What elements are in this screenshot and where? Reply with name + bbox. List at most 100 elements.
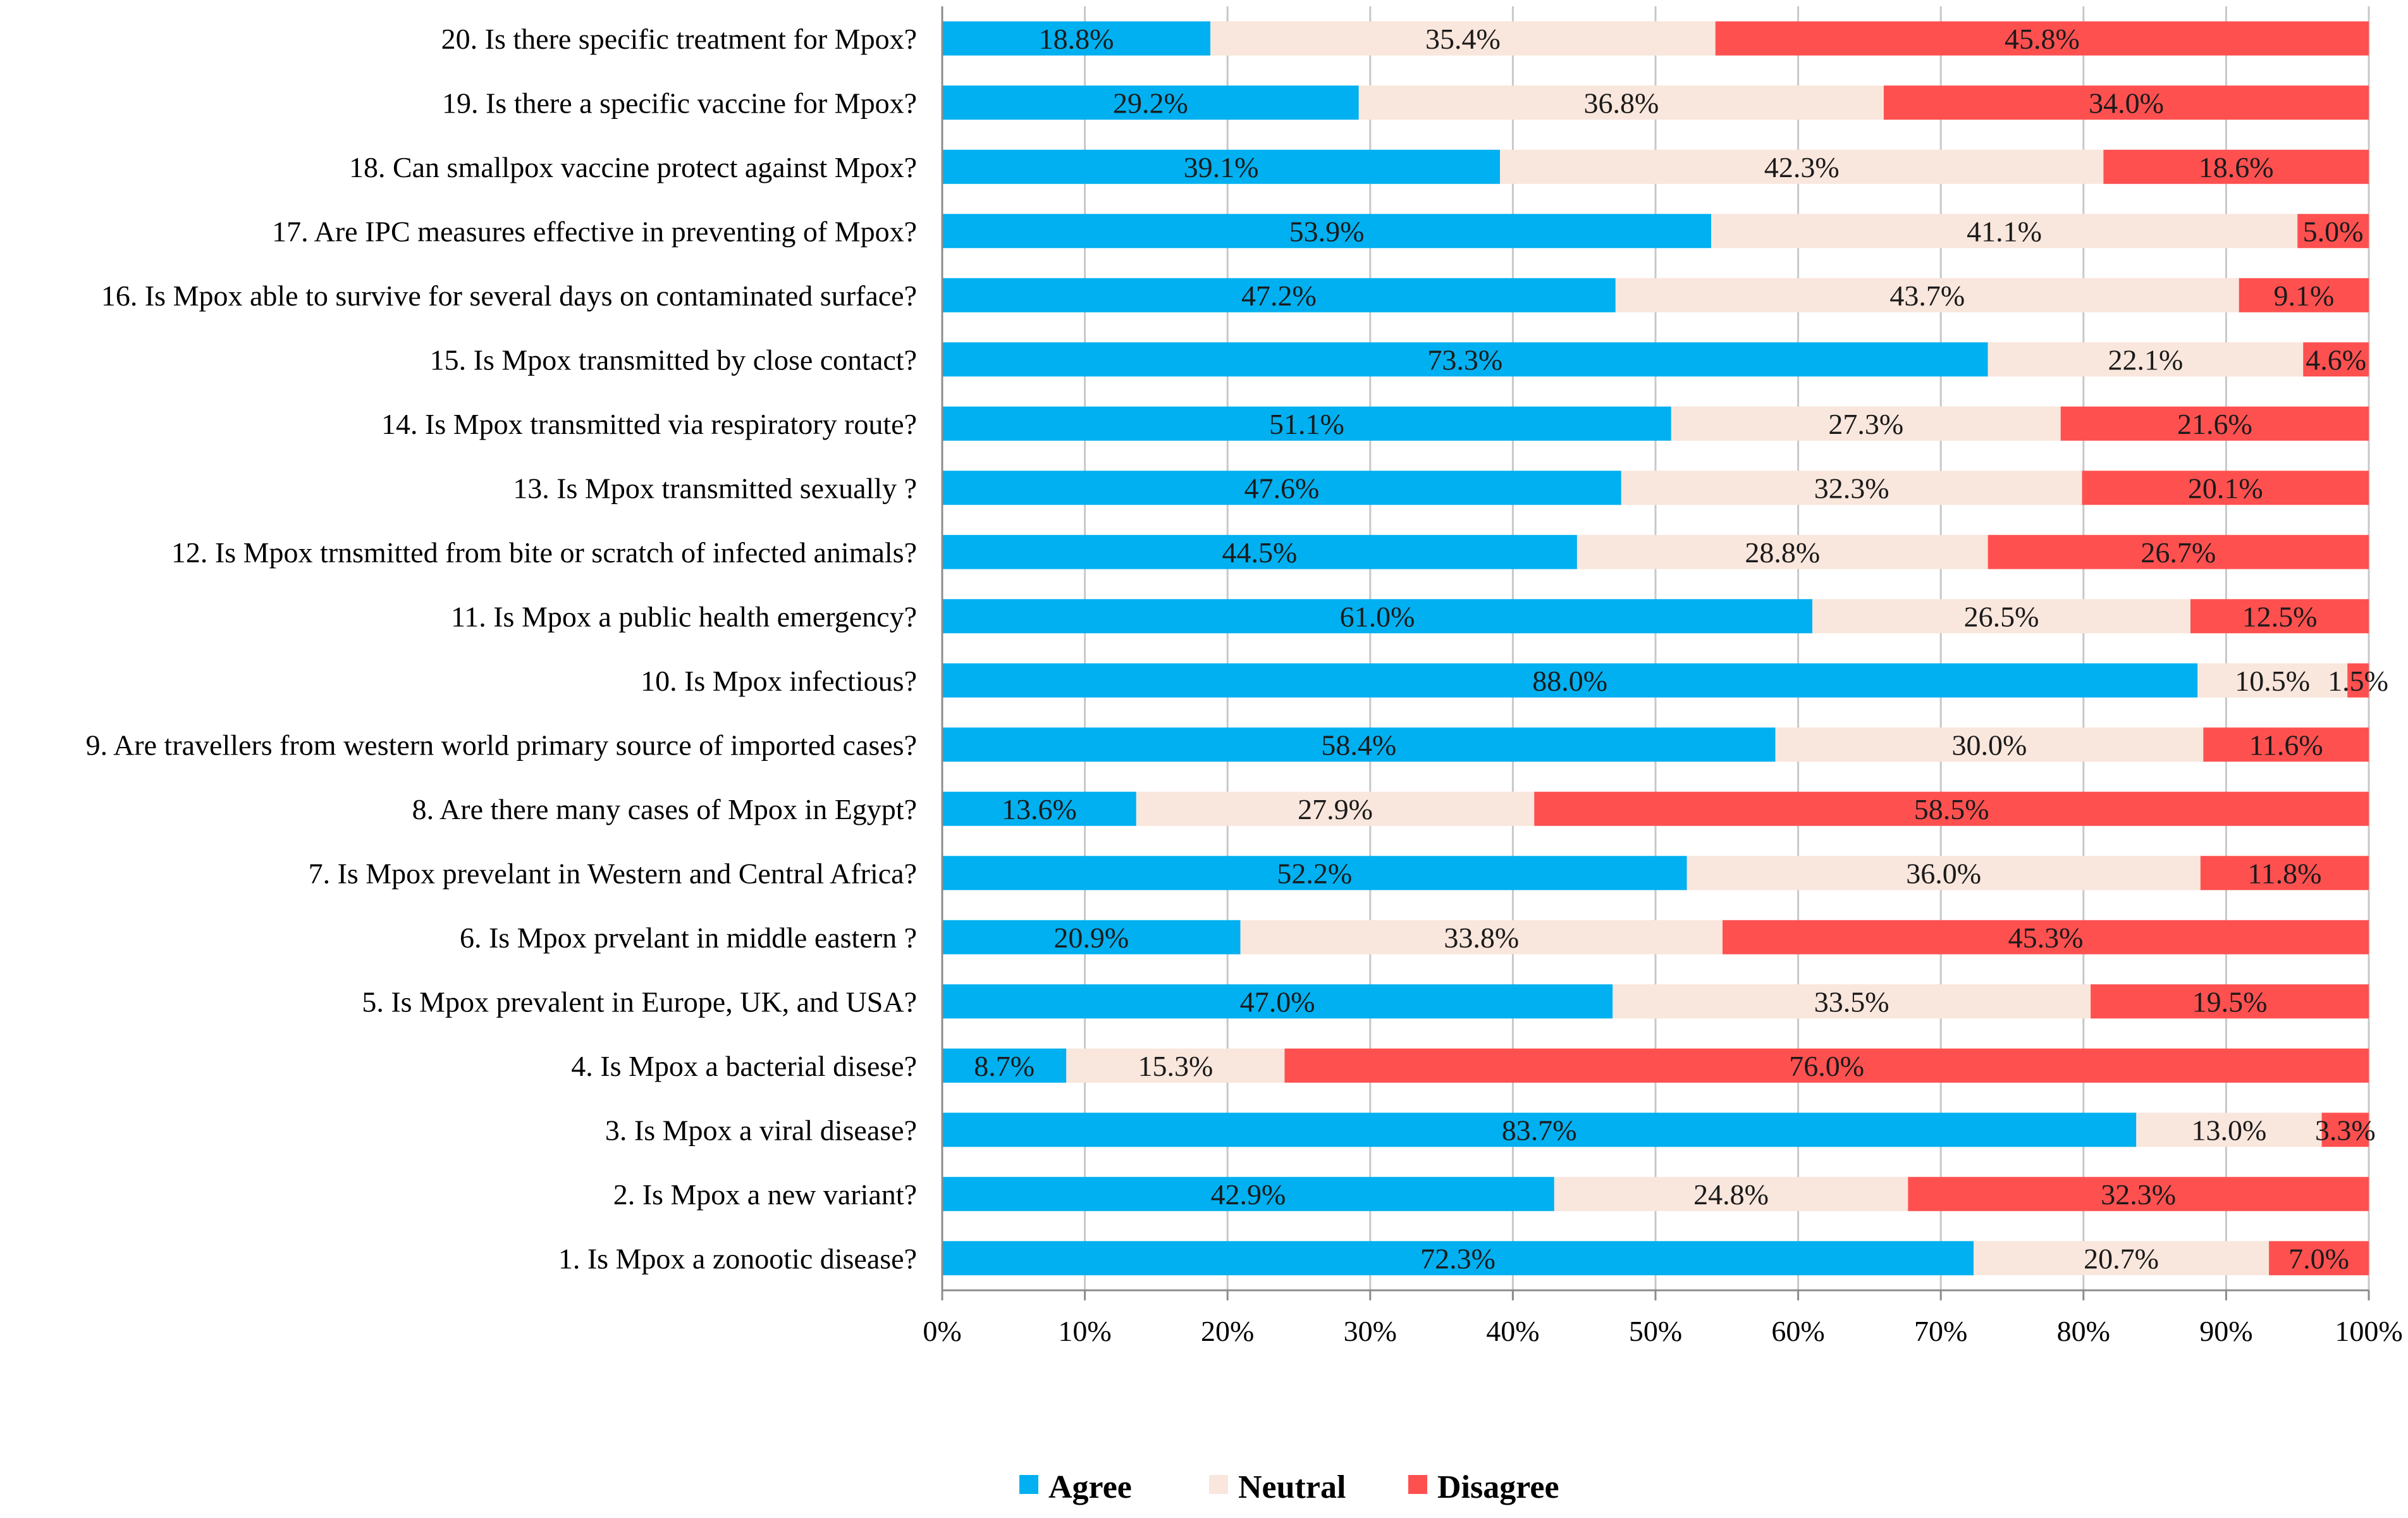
bar-disagree-2	[1883, 85, 2369, 120]
bar-disagree-12	[2203, 727, 2369, 762]
data-label-agree-16: 47.0%	[1240, 985, 1315, 1018]
gridlines	[1084, 6, 2370, 1290]
data-label-agree-10: 61.0%	[1340, 600, 1415, 632]
bar-agree-20	[942, 1241, 1974, 1276]
data-label-agree-17: 8.7%	[974, 1050, 1035, 1082]
bar-neutral-10	[1812, 599, 2190, 634]
bar-agree-18	[942, 1113, 2137, 1147]
category-labels: 20. Is there specific treatment for Mpox…	[86, 23, 917, 1275]
bar-neutral-18	[2136, 1113, 2322, 1147]
legend-swatch-neutral	[1209, 1475, 1228, 1494]
data-label-neutral-13: 27.9%	[1298, 793, 1373, 825]
legend-label-agree: Agree	[1048, 1469, 1132, 1505]
bar-neutral-3	[1500, 149, 2104, 184]
bar-neutral-20	[1974, 1241, 2270, 1276]
x-tick-label: 80%	[2057, 1315, 2110, 1347]
bar-disagree-3	[2103, 149, 2369, 184]
bar-neutral-7	[1671, 406, 2061, 441]
data-label-agree-18: 83.7%	[1502, 1114, 1577, 1146]
x-tick-label: 50%	[1629, 1315, 1682, 1347]
data-label-agree-8: 47.6%	[1244, 472, 1320, 504]
x-tick-label: 60%	[1771, 1315, 1824, 1347]
data-label-neutral-4: 41.1%	[1967, 215, 2042, 247]
data-label-agree-2: 29.2%	[1113, 87, 1188, 119]
data-label-disagree-13: 58.5%	[1914, 793, 1989, 825]
data-label-disagree-18: 3.3%	[2315, 1114, 2376, 1146]
data-label-disagree-8: 20.1%	[2188, 472, 2263, 504]
data-label-disagree-16: 19.5%	[2192, 985, 2268, 1018]
data-label-disagree-12: 11.6%	[2249, 729, 2323, 761]
bar-disagree-19	[1908, 1176, 2369, 1211]
category-label: 7. Is Mpox prevelant in Western and Cent…	[309, 857, 917, 889]
category-label: 14. Is Mpox transmitted via respiratory …	[381, 408, 917, 440]
legend: Agree Neutral Disagree	[1019, 1469, 1559, 1505]
bar-agree-12	[942, 727, 1776, 762]
data-label-disagree-15: 45.3%	[2008, 922, 2084, 954]
data-label-neutral-7: 27.3%	[1828, 408, 1903, 440]
data-label-neutral-16: 33.5%	[1814, 985, 1889, 1018]
data-label-neutral-8: 32.3%	[1814, 472, 1889, 504]
bar-neutral-19	[1554, 1176, 1908, 1211]
bar-neutral-14	[1686, 856, 2201, 891]
bar-agree-2	[942, 85, 1359, 120]
category-label: 16. Is Mpox able to survive for several …	[101, 280, 917, 312]
category-label: 2. Is Mpox a new variant?	[613, 1178, 917, 1211]
bar-agree-1	[942, 21, 1211, 56]
category-label: 10. Is Mpox infectious?	[641, 665, 917, 697]
bar-neutral-15	[1240, 920, 1723, 954]
bar-agree-13	[942, 791, 1136, 826]
data-label-disagree-5: 9.1%	[2273, 280, 2334, 312]
data-label-disagree-2: 34.0%	[2089, 87, 2164, 119]
category-label: 15. Is Mpox transmitted by close contact…	[430, 343, 917, 376]
bar-neutral-12	[1775, 727, 2204, 762]
data-label-neutral-3: 42.3%	[1764, 151, 1840, 183]
bar-agree-11	[942, 663, 2198, 698]
legend-swatch-disagree	[1408, 1475, 1427, 1494]
category-label: 4. Is Mpox a bacterial disese?	[571, 1050, 917, 1082]
bar-disagree-10	[2190, 599, 2369, 634]
category-label: 13. Is Mpox transmitted sexually ?	[513, 472, 917, 504]
bar-neutral-17	[1066, 1048, 1285, 1083]
bar-disagree-15	[1723, 920, 2369, 954]
data-label-agree-14: 52.2%	[1277, 857, 1352, 889]
bar-agree-15	[942, 920, 1241, 954]
bar-disagree-7	[2060, 406, 2369, 441]
data-label-agree-4: 53.9%	[1289, 215, 1365, 247]
bar-disagree-16	[2091, 984, 2369, 1019]
data-labels: 18.8% 35.4% 45.8% 29.2% 36.8% 34.0% 39.1% 42.3%…	[974, 23, 2388, 1275]
bar-disagree-6	[2303, 342, 2369, 377]
legend-label-neutral: Neutral	[1238, 1469, 1346, 1505]
bar-neutral-8	[1621, 471, 2082, 505]
bars	[942, 21, 2369, 1276]
category-label: 19. Is there a specific vaccine for Mpox…	[442, 87, 917, 119]
category-label: 1. Is Mpox a zonootic disease?	[558, 1242, 917, 1274]
data-label-disagree-20: 7.0%	[2288, 1242, 2349, 1274]
bar-disagree-1	[1715, 21, 2369, 56]
bar-agree-14	[942, 856, 1687, 891]
data-label-agree-12: 58.4%	[1321, 729, 1396, 761]
bar-agree-9	[942, 534, 1577, 569]
bar-disagree-18	[2321, 1113, 2369, 1147]
data-label-agree-3: 39.1%	[1184, 151, 1259, 183]
bar-agree-10	[942, 599, 1813, 634]
category-label: 8. Are there many cases of Mpox in Egypt…	[412, 793, 917, 825]
data-label-disagree-9: 26.7%	[2141, 536, 2216, 569]
x-tick-label: 70%	[1914, 1315, 1967, 1347]
category-label: 12. Is Mpox trnsmitted from bite or scra…	[171, 536, 917, 569]
legend-label-disagree: Disagree	[1437, 1469, 1559, 1505]
category-label: 18. Can smallpox vaccine protect against…	[349, 151, 917, 183]
bar-disagree-8	[2082, 471, 2369, 505]
bar-agree-5	[942, 278, 1616, 312]
category-label: 6. Is Mpox prvelant in middle eastern ?	[460, 922, 917, 954]
data-label-disagree-19: 32.3%	[2101, 1178, 2176, 1211]
data-label-disagree-3: 18.6%	[2199, 151, 2274, 183]
data-label-agree-6: 73.3%	[1427, 343, 1502, 376]
data-label-agree-19: 42.9%	[1210, 1178, 1286, 1211]
bar-agree-4	[942, 214, 1711, 249]
category-label: 11. Is Mpox a public health emergency?	[451, 600, 917, 632]
data-label-agree-15: 20.9%	[1054, 922, 1129, 954]
category-label: 20. Is there specific treatment for Mpox…	[441, 23, 917, 55]
bar-neutral-11	[2197, 663, 2348, 698]
data-label-neutral-5: 43.7%	[1889, 280, 1965, 312]
data-label-agree-20: 72.3%	[1420, 1242, 1496, 1274]
